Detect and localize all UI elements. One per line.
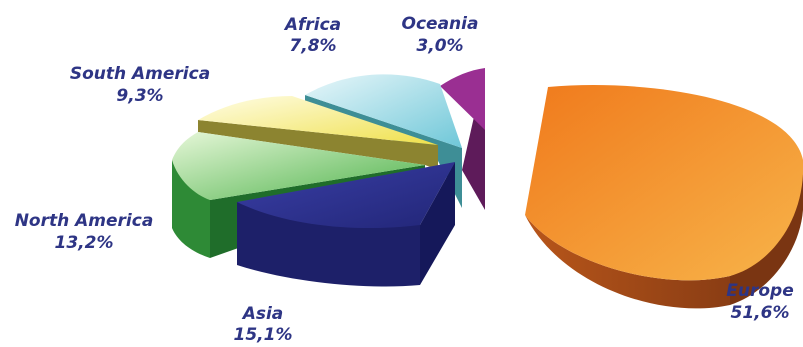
slice-asia-top <box>237 162 455 229</box>
label-north-america-value: 13,2% <box>55 233 114 253</box>
label-south-america-value: 9,3% <box>116 86 163 106</box>
label-asia-value: 15,1% <box>234 325 293 345</box>
slice-north-america-top <box>172 132 425 200</box>
slice-europe-top <box>525 85 803 281</box>
label-africa-name: Africa <box>283 15 341 35</box>
label-asia-name: Asia <box>241 304 284 324</box>
label-oceania-value: 3,0% <box>416 36 463 56</box>
slice-africa-top <box>305 74 462 148</box>
label-oceania-name: Oceania <box>402 14 479 34</box>
slice-asia <box>237 162 455 287</box>
label-africa-value: 7,8% <box>289 36 336 56</box>
slice-europe-side <box>525 215 730 309</box>
slice-europe <box>525 85 803 309</box>
slice-oceania-top <box>440 68 485 130</box>
slice-south-america <box>198 96 438 170</box>
slice-south-america-top <box>198 96 438 145</box>
slice-oceania <box>440 68 485 210</box>
label-europe-name: Europe <box>726 281 793 301</box>
label-europe-value: 51,6% <box>731 303 790 323</box>
label-south-america-name: South America <box>70 64 210 84</box>
label-north-america-name: North America <box>15 211 154 231</box>
